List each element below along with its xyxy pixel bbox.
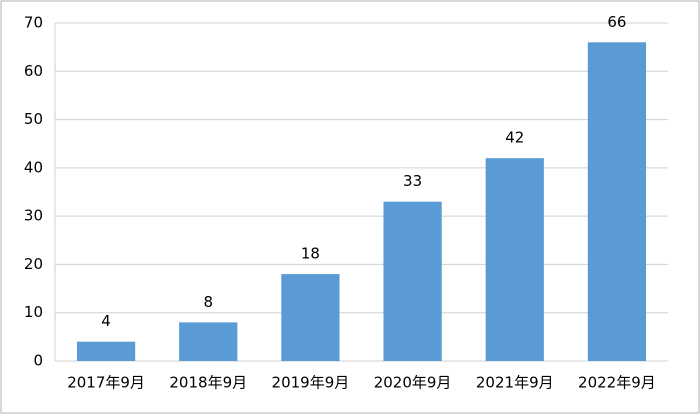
y-tick-label: 60 — [24, 62, 43, 80]
x-tick-label: 2017年9月 — [67, 374, 145, 392]
y-tick-label: 0 — [33, 352, 43, 370]
y-tick-label: 70 — [24, 14, 43, 32]
bar — [281, 274, 340, 361]
x-tick-label: 2018年9月 — [169, 374, 247, 392]
data-label: 66 — [607, 13, 626, 31]
data-label: 8 — [203, 293, 213, 311]
bar — [76, 341, 136, 361]
bar — [587, 42, 647, 362]
bar — [485, 158, 544, 361]
bar — [383, 201, 442, 361]
x-tick-label: 2019年9月 — [272, 374, 350, 392]
data-label: 4 — [101, 312, 111, 330]
y-tick-label: 50 — [24, 110, 43, 128]
x-tick-label: 2022年9月 — [578, 374, 656, 392]
data-label: 18 — [301, 245, 320, 263]
y-tick-label: 10 — [24, 303, 43, 321]
y-tick-label: 20 — [24, 255, 43, 273]
bar — [179, 322, 238, 361]
data-label: 33 — [403, 172, 422, 190]
data-label: 42 — [505, 129, 524, 147]
y-tick-label: 30 — [24, 207, 43, 225]
x-tick-label: 2020年9月 — [374, 374, 452, 392]
x-tick-label: 2021年9月 — [476, 374, 554, 392]
y-tick-label: 40 — [24, 158, 43, 176]
